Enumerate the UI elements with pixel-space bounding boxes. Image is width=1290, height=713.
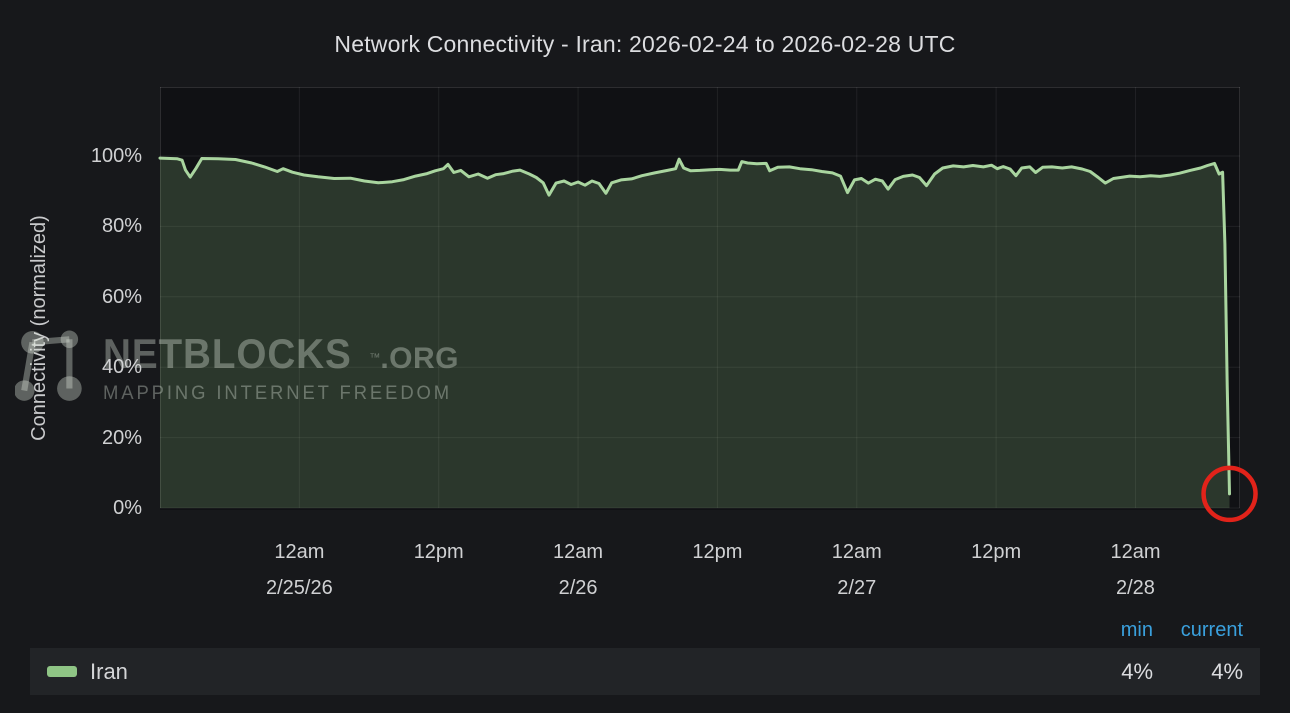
series-current-value: 4%	[1211, 658, 1243, 684]
x-tick-date-label: 2/28	[1116, 577, 1155, 599]
legend-header-min: min	[1120, 619, 1153, 641]
connectivity-chart-svg[interactable]	[158, 87, 1258, 523]
legend-row-iran[interactable]: Iran 4% 4%	[30, 648, 1260, 695]
x-tick-time-label: 12pm	[413, 541, 464, 563]
x-tick-date-label: 2/26	[558, 577, 598, 599]
series-area-fill	[160, 158, 1230, 508]
x-tick-time-label: 12am	[1110, 541, 1161, 563]
y-tick-label: 0%	[113, 497, 142, 519]
series-min-value: 4%	[1121, 658, 1153, 684]
y-tick-label: 80%	[101, 215, 142, 238]
series-color-swatch	[47, 666, 77, 677]
legend-column-headers: min current	[0, 619, 1243, 642]
x-tick-time-label: 12pm	[692, 541, 743, 563]
y-tick-label: 60%	[101, 285, 142, 308]
series-line-iran	[158, 156, 1231, 496]
plot-area[interactable]	[158, 87, 1258, 523]
y-axis-title: Connectivity (normalized)	[28, 215, 50, 441]
outage-highlight-circle	[1201, 465, 1258, 523]
y-tick-label: 20%	[101, 426, 142, 449]
x-tick-time-label: 12am	[553, 541, 604, 563]
series-label: Iran	[90, 658, 128, 684]
x-tick-time-label: 12pm	[971, 541, 1022, 563]
x-tick-time-label: 12am	[274, 541, 325, 563]
y-tick-label: 100%	[90, 145, 142, 167]
x-tick-date-label: 2/25/26	[265, 577, 333, 599]
gridlines	[160, 87, 1240, 509]
x-tick-time-label: 12am	[831, 541, 882, 563]
legend-header-current: current	[1180, 619, 1243, 641]
chart-title: Network Connectivity - Iran: 2026-02-24 …	[334, 31, 956, 57]
y-tick-label: 40%	[101, 356, 142, 379]
x-tick-date-label: 2/27	[837, 577, 877, 599]
legend-values: 4% 4%	[1068, 659, 1243, 685]
